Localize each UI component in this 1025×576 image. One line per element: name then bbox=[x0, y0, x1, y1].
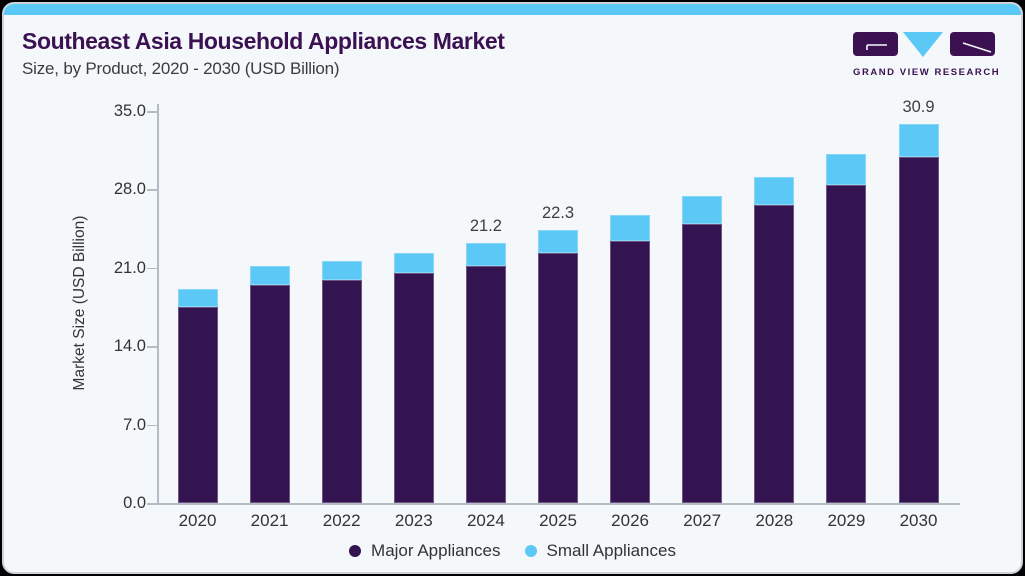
x-axis-label-2026: 2026 bbox=[611, 511, 649, 530]
chart-title: Southeast Asia Household Appliances Mark… bbox=[22, 28, 505, 54]
y-tick-label-35.0: 35.0 bbox=[113, 102, 146, 120]
x-axis-label-2024: 2024 bbox=[466, 511, 505, 530]
x-axis-line bbox=[157, 503, 960, 505]
bar-2023-small-appliances bbox=[393, 253, 434, 274]
x-axis-label-2022: 2022 bbox=[322, 511, 361, 530]
bar-2029-major-appliances bbox=[826, 184, 867, 503]
bar-2020-small-appliances bbox=[177, 289, 218, 307]
bar-2024-major-appliances bbox=[465, 265, 506, 503]
x-axis-label-2028: 2028 bbox=[755, 511, 794, 530]
top-accent-bar bbox=[4, 4, 1021, 15]
bar-2022-major-appliances bbox=[321, 280, 362, 503]
y-tick-mark-28.0 bbox=[147, 189, 157, 191]
y-tick-label-14.0: 14.0 bbox=[113, 337, 146, 356]
x-axis-label-2029: 2029 bbox=[827, 511, 866, 530]
bar-2024-small-appliances bbox=[465, 243, 506, 266]
y-tick-label-7.0: 7.0 bbox=[123, 415, 146, 434]
data-label-2024: 21.2 bbox=[469, 217, 502, 236]
legend-item-small-appliances: Small Appliances bbox=[524, 541, 676, 561]
brand-logo: GRAND VIEW RESEARCH bbox=[853, 31, 1001, 78]
y-tick-mark-7.0 bbox=[147, 424, 157, 427]
y-tick-label-28.0: 28.0 bbox=[113, 180, 146, 199]
x-axis-label-2030: 2030 bbox=[899, 511, 938, 530]
x-axis-label-2020: 2020 bbox=[178, 511, 217, 530]
bar-2021-major-appliances bbox=[249, 284, 290, 503]
chart-header: Southeast Asia Household Appliances Mark… bbox=[22, 28, 505, 79]
bar-2028-small-appliances bbox=[754, 177, 795, 206]
y-axis-title: Market Size (USD Billion) bbox=[71, 215, 88, 391]
bar-2025-major-appliances bbox=[538, 253, 578, 503]
chart-subtitle: Size, by Product, 2020 - 2030 (USD Billi… bbox=[22, 59, 340, 78]
bar-2026-major-appliances bbox=[610, 240, 651, 503]
legend-item-major-appliances: Major Appliances bbox=[349, 541, 501, 561]
bar-chart: Market Size (USD Billion) 35.0 28.0 21.0 14… bbox=[4, 4, 1021, 572]
bar-2021-small-appliances bbox=[249, 265, 290, 285]
y-tick-label-21.0: 21.0 bbox=[113, 258, 146, 277]
gvr-logo-icon bbox=[853, 32, 995, 57]
brand-name: GRAND VIEW RESEARCH bbox=[853, 67, 1001, 78]
legend-dot-icon bbox=[524, 545, 537, 557]
bar-2030-small-appliances bbox=[898, 124, 939, 157]
y-tick-label-0.0: 0.0 bbox=[123, 494, 146, 512]
bar-2027-small-appliances bbox=[682, 196, 723, 225]
y-tick-mark-21.0 bbox=[147, 267, 157, 270]
bar-2020-major-appliances bbox=[177, 307, 218, 503]
y-tick-mark-35.0 bbox=[147, 111, 157, 113]
bar-2022-small-appliances bbox=[321, 261, 362, 281]
chart-legend: Major Appliances Small Appliances bbox=[4, 541, 1021, 561]
legend-label: Major Appliances bbox=[371, 541, 501, 560]
bar-2028-major-appliances bbox=[754, 205, 795, 503]
bar-2025-small-appliances bbox=[538, 229, 578, 254]
data-label-2030: 30.9 bbox=[902, 98, 935, 117]
bar-2023-major-appliances bbox=[393, 273, 434, 503]
x-axis-label-2023: 2023 bbox=[394, 511, 433, 530]
y-axis-line bbox=[157, 104, 159, 504]
x-axis-label-2025: 2025 bbox=[539, 511, 577, 530]
legend-label: Small Appliances bbox=[546, 541, 676, 560]
y-tick-mark-14.0 bbox=[147, 346, 157, 348]
legend-dot-icon bbox=[349, 545, 362, 557]
bar-2030-major-appliances bbox=[898, 156, 939, 503]
x-axis-label-2021: 2021 bbox=[250, 511, 289, 530]
x-axis-label-2027: 2027 bbox=[683, 511, 722, 530]
bar-2026-small-appliances bbox=[610, 215, 651, 241]
y-tick-mark-0.0 bbox=[147, 503, 157, 505]
bar-2029-small-appliances bbox=[826, 153, 867, 185]
data-label-2025: 22.3 bbox=[541, 203, 575, 222]
bar-2027-major-appliances bbox=[682, 224, 723, 503]
